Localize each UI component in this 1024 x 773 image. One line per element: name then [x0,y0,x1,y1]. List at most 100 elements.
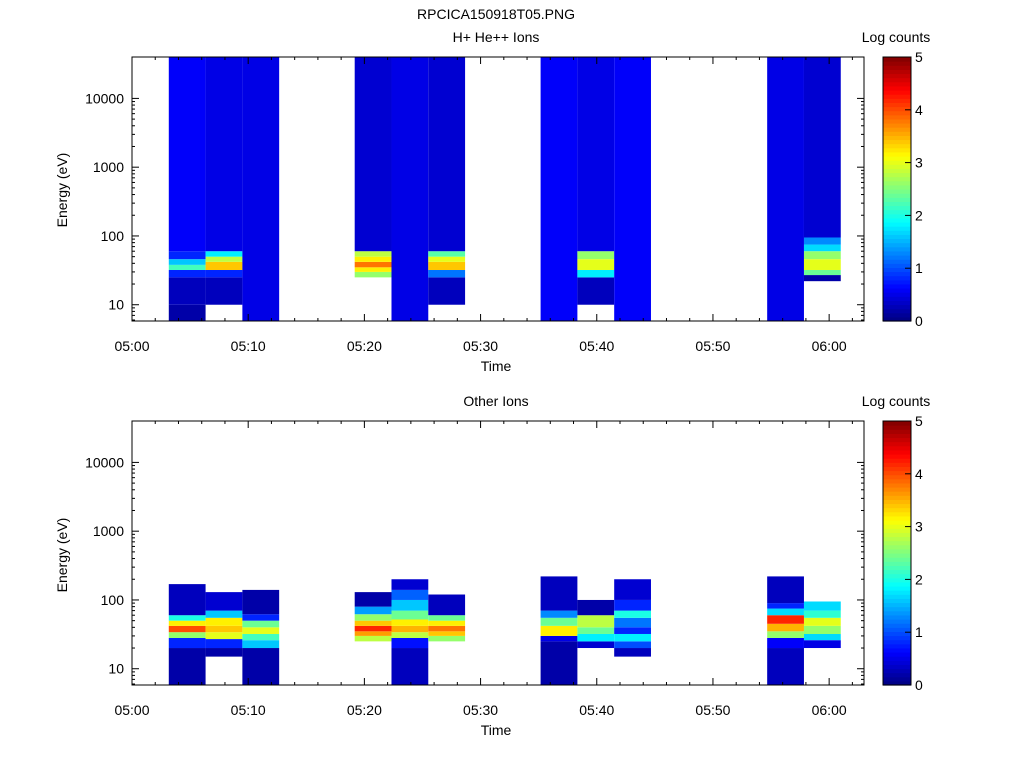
panel2-cell-c6-b1 [540,635,578,642]
panel2-title: Other Ions [463,393,528,409]
panel2-cell-c10-b4 [803,610,841,618]
panel1-colorbar-step [883,94,911,99]
panel1-colorbar-tick-label-4: 4 [915,102,923,118]
panel1-colorbar-step [883,312,911,318]
panel2-cell-c8-b7 [614,579,651,600]
panel1-cell-c0-b4 [168,259,206,265]
panel2-cell-c6-b0 [540,641,578,685]
panel1-cell-c7-b3 [577,251,615,260]
panel1-cell-c10-b6 [803,57,841,238]
panel1-xtick-label-4: 05:40 [579,338,614,354]
panel1-colorbar-step [883,160,911,165]
panel1-colorbar-step [883,164,911,169]
panel2-cell-c7-b1 [577,633,615,642]
panel1-colorbar-step [883,102,911,108]
panel1-xtick-label-6: 06:00 [812,338,847,354]
panel1-colorbar-step [883,69,911,75]
panel2-colorbar-step [883,532,911,538]
panel2-colorbar-step [883,594,911,599]
panel2-colorbar-step [883,495,911,500]
panel2-colorbar-step [883,553,911,558]
panel1-xtick-label-5: 05:50 [695,338,730,354]
panel2-cell-c0-b4 [168,620,206,626]
panel2-cell-c5-b2 [428,625,466,632]
panel1-xtick-label-0: 05:00 [114,338,149,354]
panel2-cell-c0-b3 [168,625,206,633]
panel2-colorbar-step [883,548,911,554]
panel2-cell-c0-b5 [168,615,206,621]
panel1-colorbar-step [883,234,911,240]
panel2-cell-c1-b2 [205,632,243,640]
panel2-cell-c6-b3 [540,617,578,626]
panel2-cell-c0-b6 [168,584,206,616]
panel1-colorbar-step [883,81,911,87]
panel2-colorbar-step [883,458,911,463]
panel2-colorbar: 0 1 2 3 4 5 [882,413,923,693]
panel1-colorbar-step [883,275,911,281]
panel1-colorbar-step [883,156,911,161]
panel1-cell-c3-b2 [354,261,392,268]
panel2-colorbar-step [883,421,911,426]
panel1-cell-c7-b1 [577,269,615,278]
panel1-colorbar-step [883,85,911,91]
panel2-cell-c3-b6 [354,592,392,607]
panel2-cell-c2-b1 [242,640,280,649]
panel2-plot-area: 05:00 05:10 05:20 05:30 05:40 05:50 06:00 10 100… [85,420,865,718]
panel1-title: H+ He++ Ions [453,29,540,45]
panel1-colorbar-step [883,139,911,145]
panel2-colorbar-step [883,680,911,686]
panel2-cell-c8-b0 [614,648,651,657]
panel1-colorbar-step [883,263,911,268]
panel2-cell-c10-b3 [803,617,841,626]
panel2-colorbar-step [883,573,911,579]
panel2-colorbar-step [883,487,911,492]
panel2-colorbar-tick-label-4: 4 [915,466,923,482]
panel2-colorbar-step [883,586,911,591]
panel2-cell-c4-b8 [391,579,429,590]
panel2-colorbar-step [883,445,911,451]
panel2-cell-c9-b4 [767,615,804,624]
panel2-cell-c7-b0 [577,641,615,649]
panel2-cell-c6-b2 [540,625,578,636]
panel2-xtick-label-5: 05:50 [695,702,730,718]
panel2-cell-c0-b2 [168,632,206,638]
panel2-colorbar-step [883,540,911,546]
panel1-cell-c1-b4 [205,251,243,257]
panel2-cell-c9-b3 [767,623,804,632]
panel2-colorbar-tick-label-0: 0 [915,677,923,693]
panel2-colorbar-step [883,643,911,649]
panel1-cell-c5-b1 [428,269,466,278]
panel1-xtick-label-3: 05:30 [463,338,498,354]
panel2-cell-c6-b5 [540,576,578,611]
panel1-colorbar-tick-label-2: 2 [915,207,923,223]
panel1-cell-c4-b0 [391,57,429,321]
panel2-cell-c4-b2 [391,632,429,638]
panel1-cell-c1-b2 [205,261,243,270]
panel2-ylabel: Energy (eV) [54,518,70,593]
panel1-xtick-label-2: 05:20 [347,338,382,354]
panel2-ytick-label-2: 1000 [93,523,124,539]
panel2-cell-c9-b5 [767,608,804,616]
panel2-cell-c8-b3 [614,627,651,634]
panel1-colorbar-step [883,197,911,202]
panel1-colorbar-step [883,267,911,273]
panel2-colorbar-step [883,437,911,443]
panel2-colorbar-step [883,536,911,542]
panel2-colorbar-step [883,528,911,533]
panel2-cell-c10-b2 [803,625,841,634]
panel2-cell-c1-b6 [205,592,243,611]
panel1-colorbar-step [883,65,911,70]
panel2-colorbar-step [883,441,911,447]
panel2-colorbar-step [883,470,911,476]
panel1-colorbar-step [883,73,911,79]
panel2-cell-c5-b4 [428,615,466,621]
panel1-cell-c0-b0 [168,304,206,321]
panel1-colorbar-step [883,193,911,198]
panel2-colorbar-step [883,507,911,513]
panel1-colorbar-step [883,222,911,227]
panel2-colorbar-tick-label-2: 2 [915,571,923,587]
panel1-colorbar-step [883,292,911,297]
panel2-cell-c9-b6 [767,603,804,609]
panel2-cell-c7-b3 [577,615,615,628]
